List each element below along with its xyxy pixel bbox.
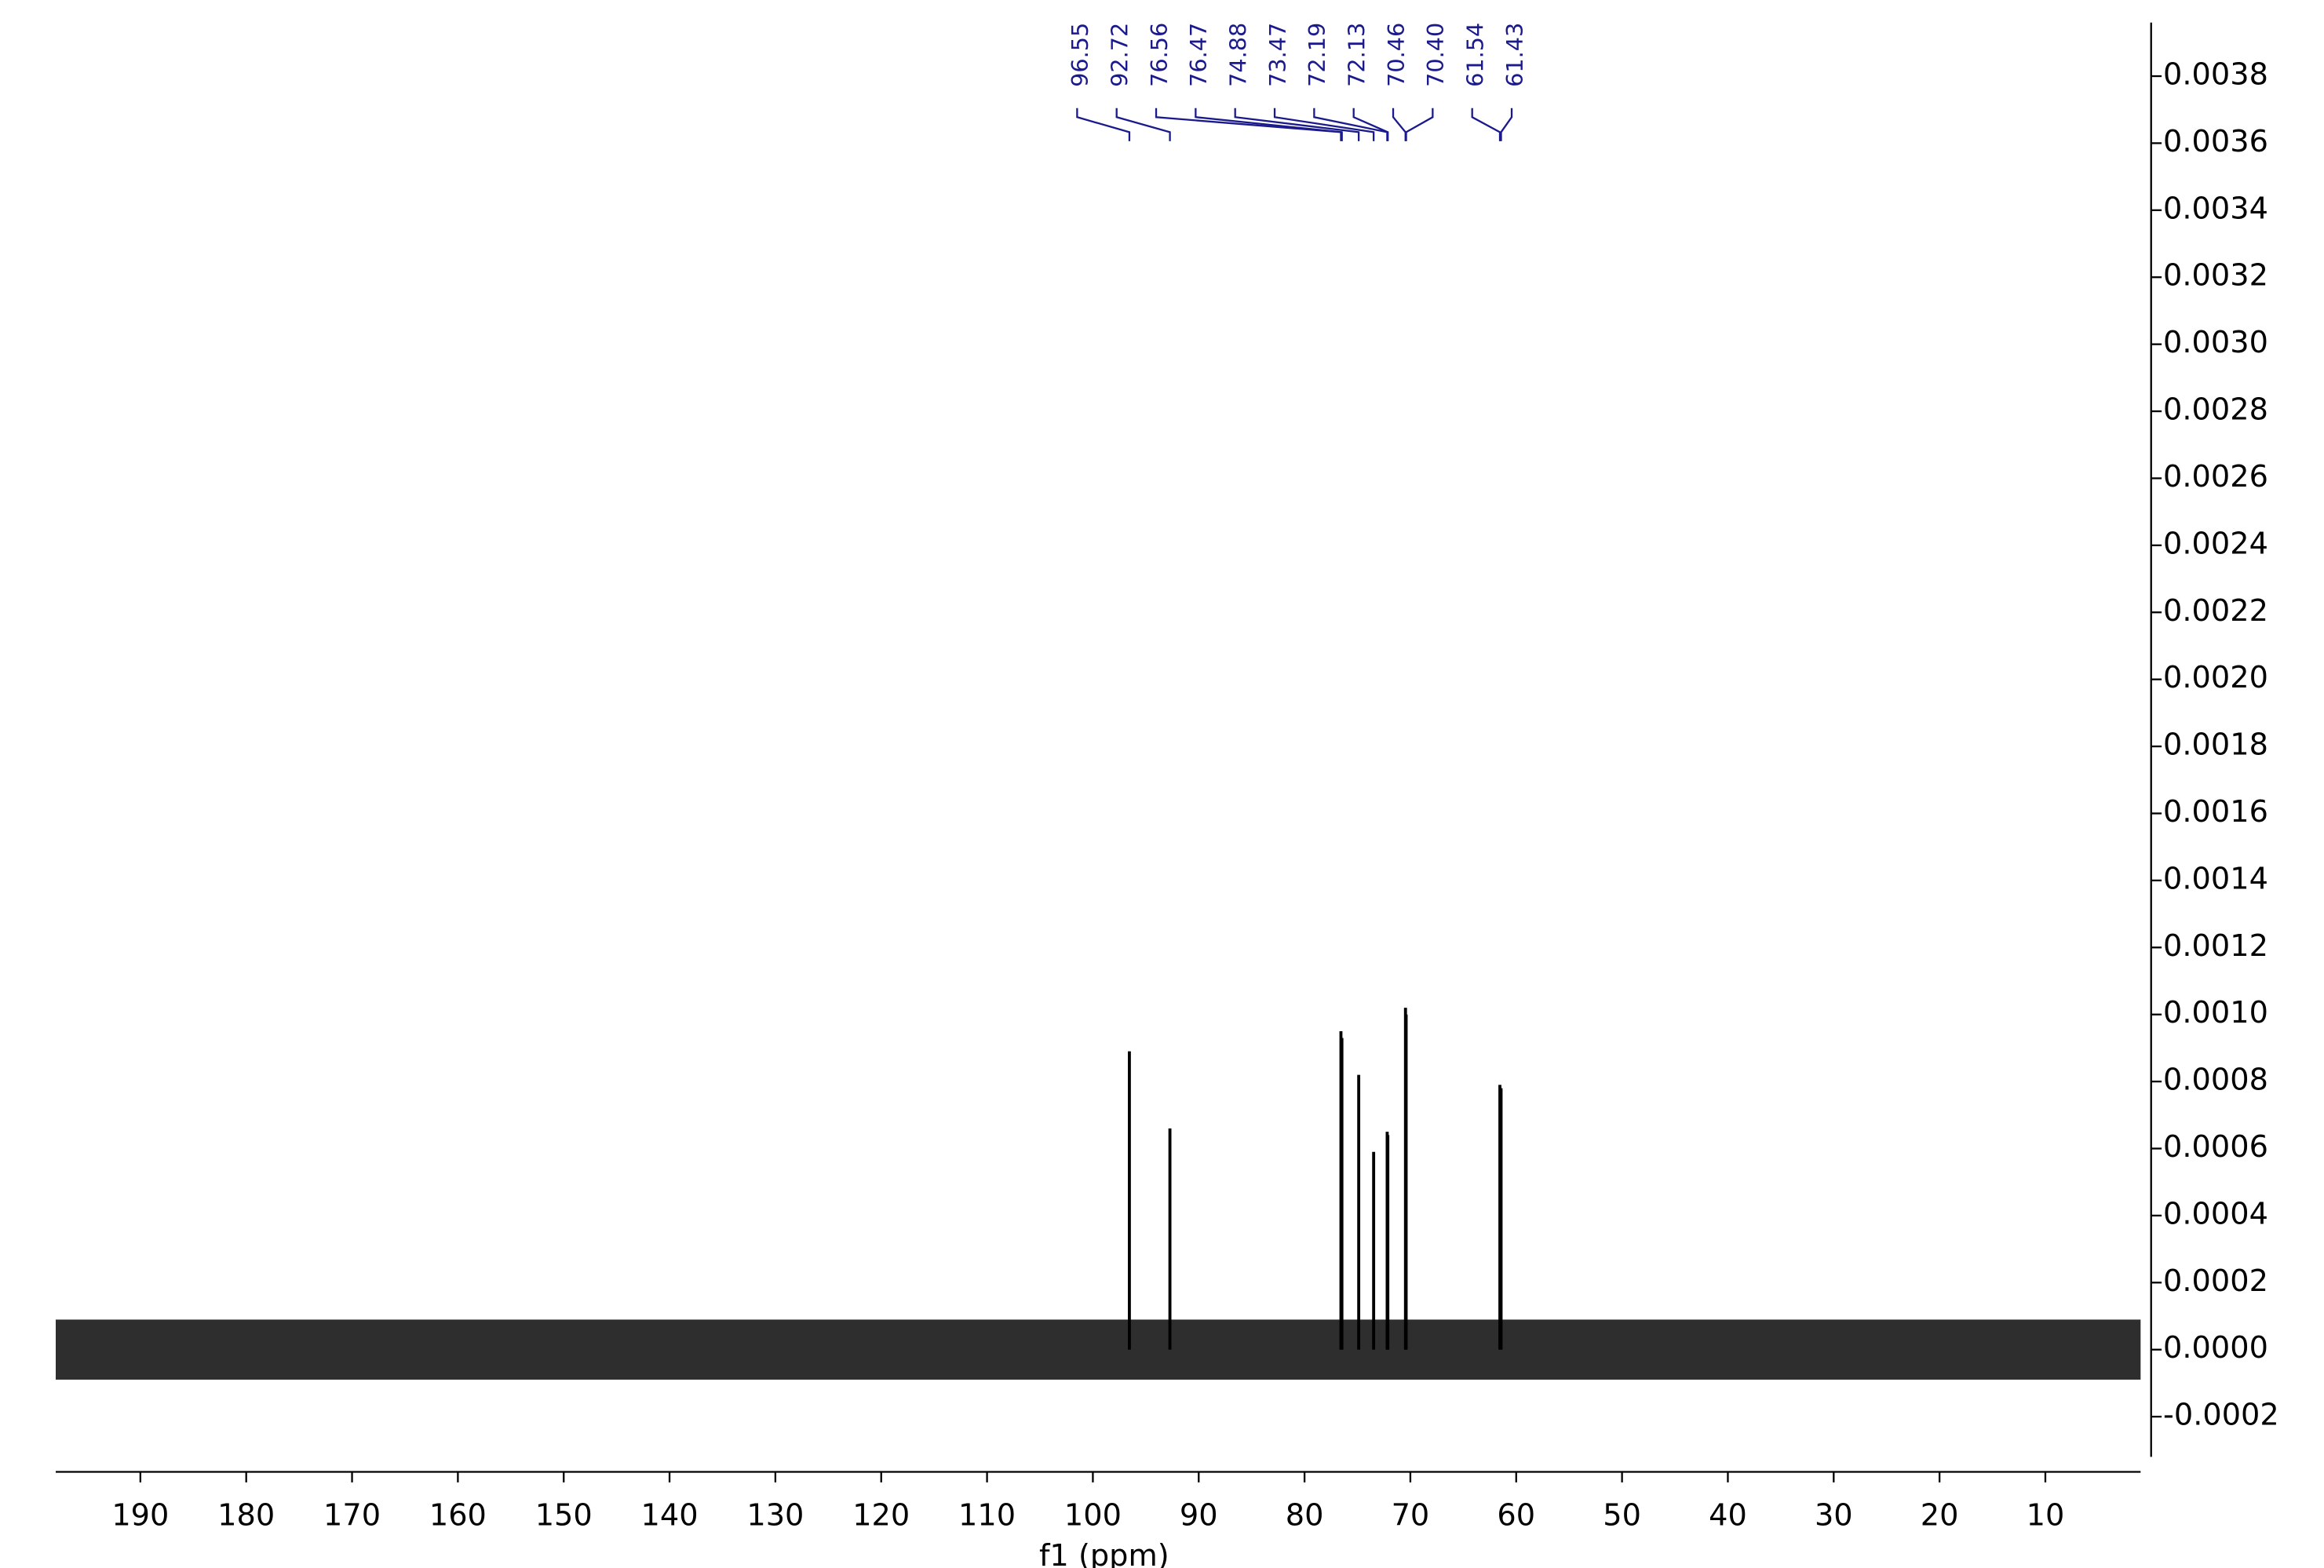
baseline-noise: [55, 1319, 2141, 1380]
y-tick-label: 0.0028: [2163, 392, 2268, 428]
y-tick-label: 0.0000: [2163, 1330, 2268, 1366]
y-tick-label: 0.0032: [2163, 258, 2268, 294]
peak-connector: [1500, 108, 1513, 141]
x-tick-label: 100: [1064, 1497, 1122, 1533]
x-tick-label: 40: [1709, 1497, 1747, 1533]
peak-label: 61.43: [1501, 23, 1528, 87]
x-tick-label: 80: [1286, 1497, 1324, 1533]
x-tick-label: 50: [1603, 1497, 1641, 1533]
peak-label: 73.47: [1264, 23, 1291, 87]
y-tick-label: -0.0002: [2163, 1398, 2279, 1433]
x-tick-label: 30: [1815, 1497, 1853, 1533]
x-tick-label: 140: [641, 1497, 699, 1533]
x-axis-label: f1 (ppm): [1039, 1538, 1169, 1568]
y-tick-label: 0.0030: [2163, 325, 2268, 360]
y-tick-label: 0.0026: [2163, 459, 2268, 494]
peak-label: 72.13: [1343, 23, 1370, 87]
y-tick-label: 0.0020: [2163, 660, 2268, 695]
peak-label: 70.40: [1422, 23, 1449, 87]
y-tick-label: 0.0014: [2163, 861, 2268, 896]
peak-connector: [1115, 108, 1171, 141]
x-tick-label: 130: [746, 1497, 804, 1533]
peak-label: 70.46: [1383, 23, 1410, 87]
peak-connector: [1234, 108, 1360, 141]
y-tick-label: 0.0036: [2163, 124, 2268, 159]
x-tick-label: 10: [2027, 1497, 2065, 1533]
x-tick-label: 110: [958, 1497, 1016, 1533]
x-tick-label: 160: [429, 1497, 487, 1533]
peak-label: 76.47: [1185, 23, 1212, 87]
x-tick-label: 70: [1392, 1497, 1430, 1533]
peak-connector: [1076, 108, 1131, 141]
peak-connector: [1392, 108, 1406, 141]
peak-label: 61.54: [1461, 23, 1488, 87]
x-tick-label: 180: [217, 1497, 275, 1533]
y-tick-label: 0.0004: [2163, 1196, 2268, 1231]
y-tick-label: 0.0010: [2163, 995, 2268, 1030]
peak-connector: [1195, 108, 1343, 141]
peak-label: 72.19: [1304, 23, 1330, 87]
x-tick-label: 60: [1497, 1497, 1535, 1533]
peak-label: 76.56: [1146, 23, 1173, 87]
y-tick-label: 0.0012: [2163, 928, 2268, 964]
x-tick-label: 150: [535, 1497, 593, 1533]
x-tick-label: 190: [111, 1497, 169, 1533]
x-tick-label: 20: [1921, 1497, 1959, 1533]
peak-connector: [1405, 108, 1434, 141]
y-tick-label: 0.0022: [2163, 593, 2268, 629]
y-tick-label: 0.0016: [2163, 794, 2268, 830]
peak-connector: [1471, 108, 1501, 141]
y-tick-label: 0.0006: [2163, 1129, 2268, 1165]
peak-connector: [1273, 108, 1375, 141]
x-tick-label: 90: [1180, 1497, 1218, 1533]
y-tick-label: 0.0038: [2163, 57, 2268, 93]
peak-label: 74.88: [1224, 23, 1251, 87]
x-tick-label: 120: [852, 1497, 910, 1533]
peak-label: 92.72: [1106, 23, 1133, 87]
y-tick-label: 0.0002: [2163, 1264, 2268, 1299]
x-tick-label: 170: [323, 1497, 381, 1533]
peak-label: 96.55: [1067, 23, 1093, 87]
y-tick-label: 0.0008: [2163, 1063, 2268, 1098]
y-tick-label: 0.0018: [2163, 727, 2268, 763]
y-tick-label: 0.0034: [2163, 191, 2268, 226]
y-tick-label: 0.0024: [2163, 526, 2268, 561]
peak-connector: [1155, 108, 1342, 141]
peak-connector: [1352, 108, 1389, 141]
